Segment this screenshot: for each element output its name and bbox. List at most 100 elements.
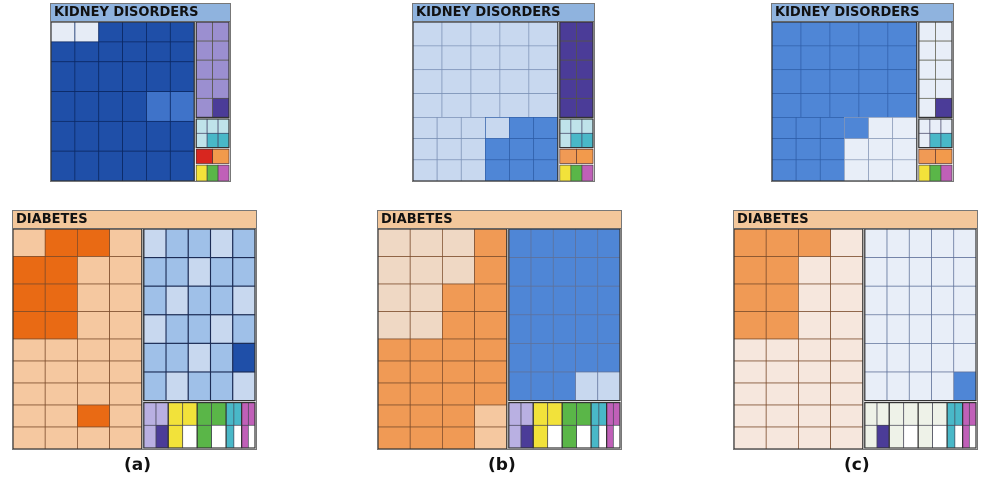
treemap-cell xyxy=(98,120,124,152)
treemap-cell xyxy=(819,159,845,181)
treemap-cell xyxy=(143,342,167,373)
treemap-cell xyxy=(795,117,821,139)
kidney-treemap-b: KIDNEY DISORDERS xyxy=(412,3,595,182)
treemap-cell xyxy=(887,45,918,71)
treemap-cell xyxy=(559,118,572,134)
treemap-cell xyxy=(559,78,577,99)
treemap-cell xyxy=(413,93,443,118)
treemap-cell xyxy=(209,314,234,344)
treemap-cell xyxy=(74,91,100,122)
treemap-cell xyxy=(74,22,100,43)
treemap-cell xyxy=(929,118,942,134)
treemap-cell xyxy=(559,40,577,61)
kidney-treemap-c: KIDNEY DISORDERS xyxy=(771,3,954,182)
treemap-cell xyxy=(765,338,799,362)
treemap-cell xyxy=(533,138,559,161)
treemap-cell xyxy=(98,91,124,122)
treemap-cell xyxy=(935,78,953,99)
treemap-cell xyxy=(570,132,583,148)
treemap-cell xyxy=(499,69,530,94)
treemap-cell xyxy=(765,360,799,384)
treemap-cell xyxy=(98,61,124,92)
treemap-cell xyxy=(77,283,110,312)
kidney-cells-a xyxy=(51,22,230,181)
treemap-cell xyxy=(530,285,554,316)
treemap-cell xyxy=(247,402,256,426)
diabetes-treemap-a: DIABETES xyxy=(12,210,257,450)
treemap-cell xyxy=(830,426,864,449)
treemap-cell xyxy=(143,257,167,287)
treemap-cell xyxy=(167,424,184,449)
treemap-cell xyxy=(772,138,797,161)
treemap-cell xyxy=(77,229,110,257)
treemap-cell xyxy=(575,371,599,401)
diabetes-cells-b xyxy=(378,229,621,449)
treemap-cell xyxy=(734,382,767,406)
treemap-cell xyxy=(499,45,530,71)
treemap-cell xyxy=(378,360,411,384)
treemap-cell xyxy=(830,404,864,428)
treemap-cell xyxy=(470,45,501,71)
treemap-cell xyxy=(509,138,535,161)
treemap-cell xyxy=(532,402,549,426)
treemap-cell xyxy=(935,40,953,61)
treemap-cell xyxy=(499,22,530,47)
treemap-cell xyxy=(77,404,110,428)
treemap-cell xyxy=(206,132,219,148)
treemap-cell xyxy=(187,371,212,402)
treemap-cell xyxy=(576,22,594,42)
treemap-cell xyxy=(917,402,933,426)
treemap-cell xyxy=(581,132,594,148)
treemap-cell xyxy=(74,150,100,181)
treemap-cell xyxy=(109,283,143,312)
treemap-group xyxy=(241,402,256,449)
treemap-cell xyxy=(436,159,462,181)
treemap-cell xyxy=(918,97,936,118)
treemap-cell xyxy=(442,338,475,362)
treemap-cell xyxy=(864,343,888,373)
treemap-group xyxy=(606,402,621,449)
treemap-cell xyxy=(98,150,124,181)
treemap-cell xyxy=(876,424,890,449)
treemap-cell xyxy=(143,285,167,316)
treemap-cell xyxy=(940,164,953,181)
treemap-cell xyxy=(772,22,802,47)
treemap-cell xyxy=(795,159,821,181)
treemap-cell xyxy=(772,159,797,181)
treemap-cell xyxy=(146,120,171,152)
treemap-cell xyxy=(829,93,860,118)
treemap-cell xyxy=(187,314,212,344)
treemap-cell xyxy=(552,257,576,287)
treemap-cell xyxy=(819,117,845,139)
treemap-cell xyxy=(798,283,831,312)
treemap-cell xyxy=(734,426,767,449)
caption-a: (a) xyxy=(124,455,152,475)
treemap-cell xyxy=(772,45,802,71)
treemap-cell xyxy=(413,138,438,161)
treemap-cell xyxy=(195,148,213,164)
treemap-cell xyxy=(187,342,212,373)
treemap-cell xyxy=(146,22,171,43)
treemap-cell xyxy=(460,138,486,161)
treemap-cell xyxy=(474,360,508,384)
treemap-cell xyxy=(876,402,890,426)
treemap-cell xyxy=(206,118,219,134)
treemap-cell xyxy=(155,424,169,449)
treemap-group xyxy=(559,22,594,119)
treemap-cell xyxy=(44,256,78,285)
treemap-cell xyxy=(800,45,831,71)
treemap-cell xyxy=(122,41,147,63)
treemap-cell xyxy=(844,117,869,139)
treemap-cell xyxy=(187,285,212,316)
treemap-cell xyxy=(508,314,532,344)
treemap-cell xyxy=(858,22,889,47)
treemap-cell xyxy=(968,424,977,449)
kidney-title-b: KIDNEY DISORDERS xyxy=(413,4,594,22)
treemap-cell xyxy=(195,78,213,99)
treemap-cell xyxy=(800,22,831,47)
treemap-cell xyxy=(74,41,100,63)
treemap-cell xyxy=(212,148,230,164)
treemap-cell xyxy=(829,22,860,47)
treemap-cell xyxy=(460,159,486,181)
treemap-cell xyxy=(182,424,198,449)
